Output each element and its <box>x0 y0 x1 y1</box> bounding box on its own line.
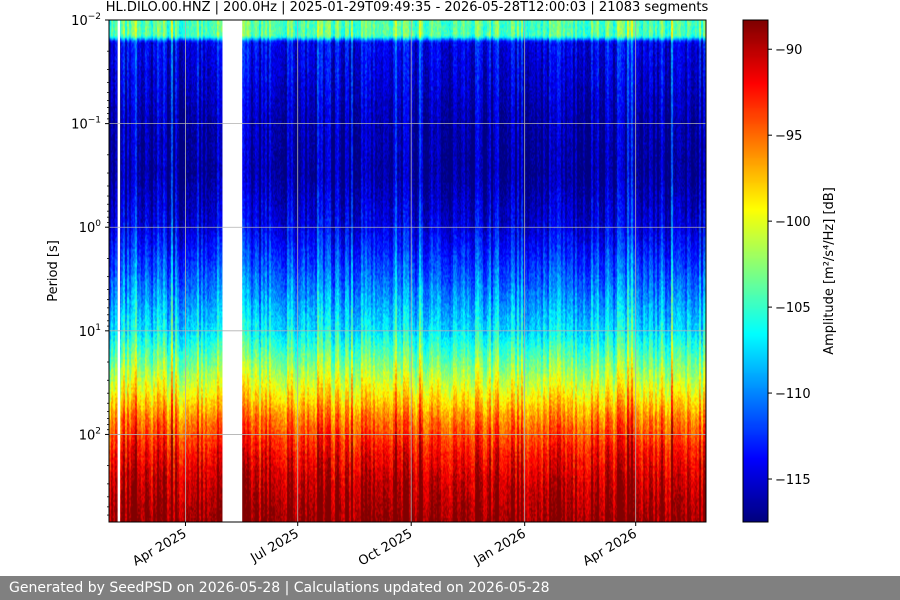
x-tick-label: Jul 2025 <box>248 526 302 566</box>
data-gap <box>117 20 121 522</box>
data-gaps <box>117 20 243 522</box>
footer-bar: Generated by SeedPSD on 2026-05-28 | Cal… <box>0 576 900 600</box>
x-tick-label: Apr 2025 <box>130 526 189 569</box>
x-tick-label: Apr 2026 <box>580 526 639 569</box>
colorbar-ticks: −90 −95 −100 −105 −110 −115 <box>768 43 811 488</box>
colorbar-tick-label: −90 <box>775 43 802 58</box>
y-axis: 10−2 10−1 100 101 102 <box>71 12 109 516</box>
x-tick-label: Oct 2025 <box>356 526 415 569</box>
colorbar-frame <box>742 19 769 523</box>
spectrogram-chart: HL.DILO.00.HNZ | 200.0Hz | 2025-01-29T09… <box>46 0 837 569</box>
x-axis: Apr 2025 Jul 2025 Oct 2025 Jan 2026 Apr 2026 <box>130 522 640 569</box>
colorbar-tick-label: −110 <box>775 387 811 402</box>
y-tick-label: 10−2 <box>71 12 101 29</box>
heatmap-image <box>109 20 706 522</box>
footer-text: Generated by SeedPSD on 2026-05-28 | Cal… <box>9 580 550 596</box>
y-tick-label: 100 <box>79 219 102 236</box>
y-axis-label: Period [s] <box>46 240 61 302</box>
colorbar-tick-label: −105 <box>775 301 811 316</box>
y-tick-label: 101 <box>79 323 101 340</box>
y-tick-label: 10−1 <box>71 116 101 133</box>
y-tick-label: 102 <box>79 426 101 443</box>
plot-frame <box>108 19 707 523</box>
colorbar-tick-label: −115 <box>775 473 811 488</box>
chart-title: HL.DILO.00.HNZ | 200.0Hz | 2025-01-29T09… <box>106 0 709 15</box>
colorbar-tick-label: −95 <box>775 129 802 144</box>
data-gap <box>222 20 243 522</box>
colorbar-image <box>743 20 768 522</box>
colorbar-tick-label: −100 <box>775 215 811 230</box>
colorbar-label: Amplitude [m²/s⁴/Hz] [dB] <box>822 187 837 355</box>
x-tick-label: Jan 2026 <box>471 526 529 568</box>
